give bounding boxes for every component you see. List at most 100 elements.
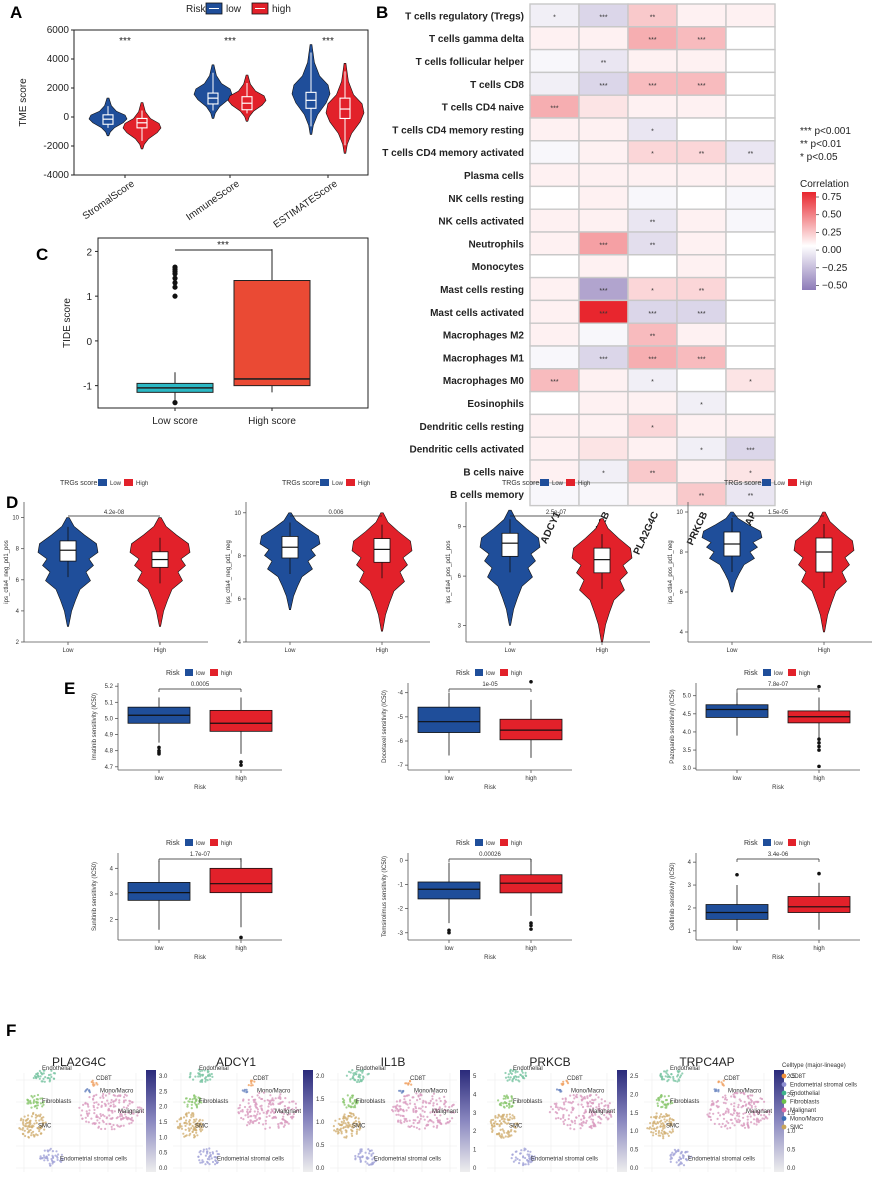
umap-point — [508, 1104, 511, 1107]
legend-label-low: low — [486, 671, 496, 677]
umap-point — [506, 1118, 509, 1121]
umap-point — [664, 1075, 667, 1078]
p-value-label: 2.5e-07 — [546, 510, 567, 516]
panel-d-subplot: TRGs score Low High246810ips_ctla4_neg_pd1… — [4, 479, 208, 654]
box-high — [787, 896, 851, 913]
umap-point — [610, 1115, 613, 1118]
umap-point — [731, 1122, 734, 1125]
umap-point — [569, 1101, 572, 1104]
umap-point — [191, 1112, 194, 1115]
umap-point — [243, 1090, 246, 1093]
heatmap-row-label: Plasma cells — [464, 171, 524, 182]
y-tick-label: -7 — [398, 763, 404, 769]
violin-high-StromalScore — [122, 102, 162, 150]
heatmap-cell-stars: ** — [748, 151, 754, 158]
umap-point — [277, 1102, 280, 1105]
umap-point — [402, 1101, 405, 1104]
umap-point — [405, 1094, 408, 1097]
colorbar-tick-label: 0.75 — [822, 192, 842, 203]
umap-point — [197, 1096, 200, 1099]
umap-point — [188, 1100, 191, 1103]
umap-point — [708, 1112, 711, 1115]
umap-point — [36, 1093, 40, 1097]
umap-point — [492, 1118, 495, 1121]
umap-point — [190, 1116, 193, 1119]
heatmap-cell — [725, 276, 776, 302]
legend-label-low: low — [774, 841, 784, 847]
umap-point — [19, 1128, 22, 1131]
y-tick-label: 1 — [86, 292, 92, 303]
heatmap-cell — [578, 26, 629, 51]
heatmap-cell — [578, 413, 629, 438]
umap-point — [610, 1110, 613, 1113]
heatmap-cell — [725, 390, 776, 416]
umap-point — [527, 1161, 530, 1164]
umap-point — [497, 1132, 500, 1135]
umap-point — [84, 1116, 87, 1119]
umap-point — [597, 1105, 601, 1108]
x-tick-label: Low — [504, 648, 516, 654]
umap-point — [348, 1123, 351, 1126]
umap-point — [36, 1104, 40, 1107]
umap-point — [86, 1102, 89, 1105]
umap-point — [443, 1108, 446, 1111]
umap-point — [676, 1075, 679, 1078]
umap-point — [740, 1124, 743, 1127]
umap-point — [32, 1125, 35, 1128]
p-value-label: 1.5e-05 — [768, 510, 789, 516]
legend-label-low: low — [486, 841, 496, 847]
umap-point — [41, 1101, 45, 1104]
umap-point — [208, 1147, 211, 1150]
umap-point — [649, 1126, 652, 1129]
umap-point — [666, 1103, 670, 1106]
umap-point — [284, 1108, 287, 1111]
umap-point — [754, 1100, 757, 1103]
umap-point — [761, 1117, 764, 1120]
umap-point — [368, 1163, 371, 1166]
x-tick-label-ESTIMATEScore: ESTIMATEScore — [272, 178, 340, 231]
umap-point — [589, 1100, 592, 1103]
umap-point — [352, 1076, 355, 1080]
umap-point — [435, 1099, 438, 1102]
x-tick-label-0: Low score — [152, 416, 198, 427]
x-axis-label: Risk — [772, 785, 785, 791]
umap-point — [104, 1094, 107, 1097]
umap-point — [756, 1101, 759, 1104]
umap-point — [763, 1117, 766, 1120]
umap-point — [253, 1100, 256, 1103]
x-tick-label: high — [813, 776, 824, 782]
umap-point — [95, 1093, 98, 1096]
heatmap-cell-stars: * — [651, 151, 654, 158]
umap-point — [725, 1098, 729, 1101]
cluster-label: Malignant — [589, 1109, 615, 1115]
umap-point — [432, 1121, 435, 1124]
umap-point — [735, 1091, 738, 1094]
umap-point — [398, 1089, 401, 1092]
umap-point — [193, 1126, 196, 1129]
umap-point — [738, 1121, 741, 1124]
umap-point — [675, 1161, 678, 1164]
heatmap-cell — [676, 185, 727, 210]
legend-swatch-high — [210, 839, 218, 846]
heatmap-cell — [627, 254, 678, 279]
colorbar-tick-label: 1.0 — [787, 1129, 796, 1135]
umap-point — [52, 1072, 56, 1075]
umap-point — [414, 1107, 418, 1110]
umap-point — [444, 1122, 448, 1125]
umap-point — [100, 1100, 104, 1104]
umap-point — [446, 1121, 449, 1124]
umap-point — [567, 1117, 570, 1121]
umap-point — [128, 1099, 131, 1102]
heatmap-cell — [725, 162, 776, 188]
umap-point — [122, 1124, 125, 1127]
umap-point — [29, 1129, 32, 1132]
umap-point — [48, 1079, 52, 1082]
umap-point — [663, 1132, 667, 1135]
umap-point — [347, 1121, 350, 1124]
umap-point — [595, 1106, 598, 1109]
umap-point — [280, 1111, 283, 1114]
heatmap-cell — [627, 162, 678, 188]
umap-point — [344, 1122, 347, 1125]
significance-ImmuneScore: *** — [224, 36, 236, 47]
umap-point — [199, 1070, 202, 1073]
